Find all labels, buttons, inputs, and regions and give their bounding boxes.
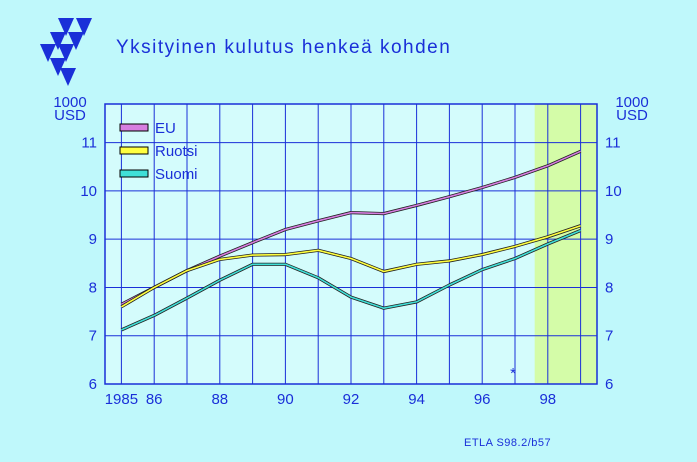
y-tick-label-right: 6 <box>605 376 613 393</box>
y-tick-label-right: 8 <box>605 279 613 296</box>
logo-triangle <box>60 68 76 86</box>
x-tick-label: 92 <box>343 391 360 408</box>
logo-triangle <box>58 44 74 62</box>
series-suomi <box>120 229 582 332</box>
y-tick-label-left: 8 <box>89 279 97 296</box>
legend-label-ruotsi: Ruotsi <box>155 143 198 160</box>
series-ruotsi <box>120 224 582 309</box>
logo-triangle <box>76 18 92 36</box>
legend-swatch-eu <box>119 123 149 132</box>
x-tick-label: 88 <box>211 391 228 408</box>
y-tick-label-right: 10 <box>605 183 622 200</box>
forecast-marker: * <box>510 365 516 382</box>
series-lines <box>120 149 582 332</box>
logo-triangle <box>50 58 66 76</box>
y-axis-unit-right: 1000 USD <box>615 94 648 124</box>
x-tick-label: 1985 <box>105 391 138 408</box>
y-axis-unit-left: 1000 USD <box>53 94 86 124</box>
y-unit-left-line2: USD <box>54 107 86 124</box>
y-tick-label-right: 9 <box>605 231 613 248</box>
y-tick-label-left: 7 <box>89 328 97 345</box>
x-tick-label: 98 <box>539 391 556 408</box>
x-tick-label: 90 <box>277 391 294 408</box>
logo-triangle <box>50 32 66 50</box>
chart-title: Yksityinen kulutus henkeä kohden <box>116 37 451 58</box>
legend-item-ruotsi: Ruotsi <box>119 143 198 160</box>
source-footer: ETLA S98.2/b57 <box>464 437 551 449</box>
etla-logo <box>40 18 92 86</box>
x-tick-label: 96 <box>474 391 491 408</box>
logo-triangle <box>40 44 56 62</box>
y-tick-label-left: 10 <box>80 183 97 200</box>
logo-triangle <box>68 32 84 50</box>
y-tick-label-left: 6 <box>89 376 97 393</box>
y-tick-label-left: 11 <box>81 135 97 152</box>
legend-label-eu: EU <box>155 120 176 137</box>
legend-item-suomi: Suomi <box>119 166 198 183</box>
y-tick-label-right: 11 <box>605 135 621 152</box>
y-unit-left-line1: 1000 <box>53 94 86 111</box>
x-tick-label: 86 <box>146 391 163 408</box>
legend-swatch-suomi <box>119 169 149 178</box>
y-tick-label-left: 9 <box>89 231 97 248</box>
y-tick-label-right: 7 <box>605 328 613 345</box>
y-unit-right-line2: USD <box>616 107 648 124</box>
x-tick-label: 94 <box>408 391 425 408</box>
y-unit-right-line1: 1000 <box>615 94 648 111</box>
legend-label-suomi: Suomi <box>155 166 198 183</box>
legend-item-eu: EU <box>119 120 176 137</box>
logo-triangle <box>58 18 74 36</box>
plot-frame <box>104 103 598 385</box>
legend: EU Ruotsi Suomi <box>119 120 198 183</box>
legend-swatch-ruotsi <box>119 146 149 155</box>
